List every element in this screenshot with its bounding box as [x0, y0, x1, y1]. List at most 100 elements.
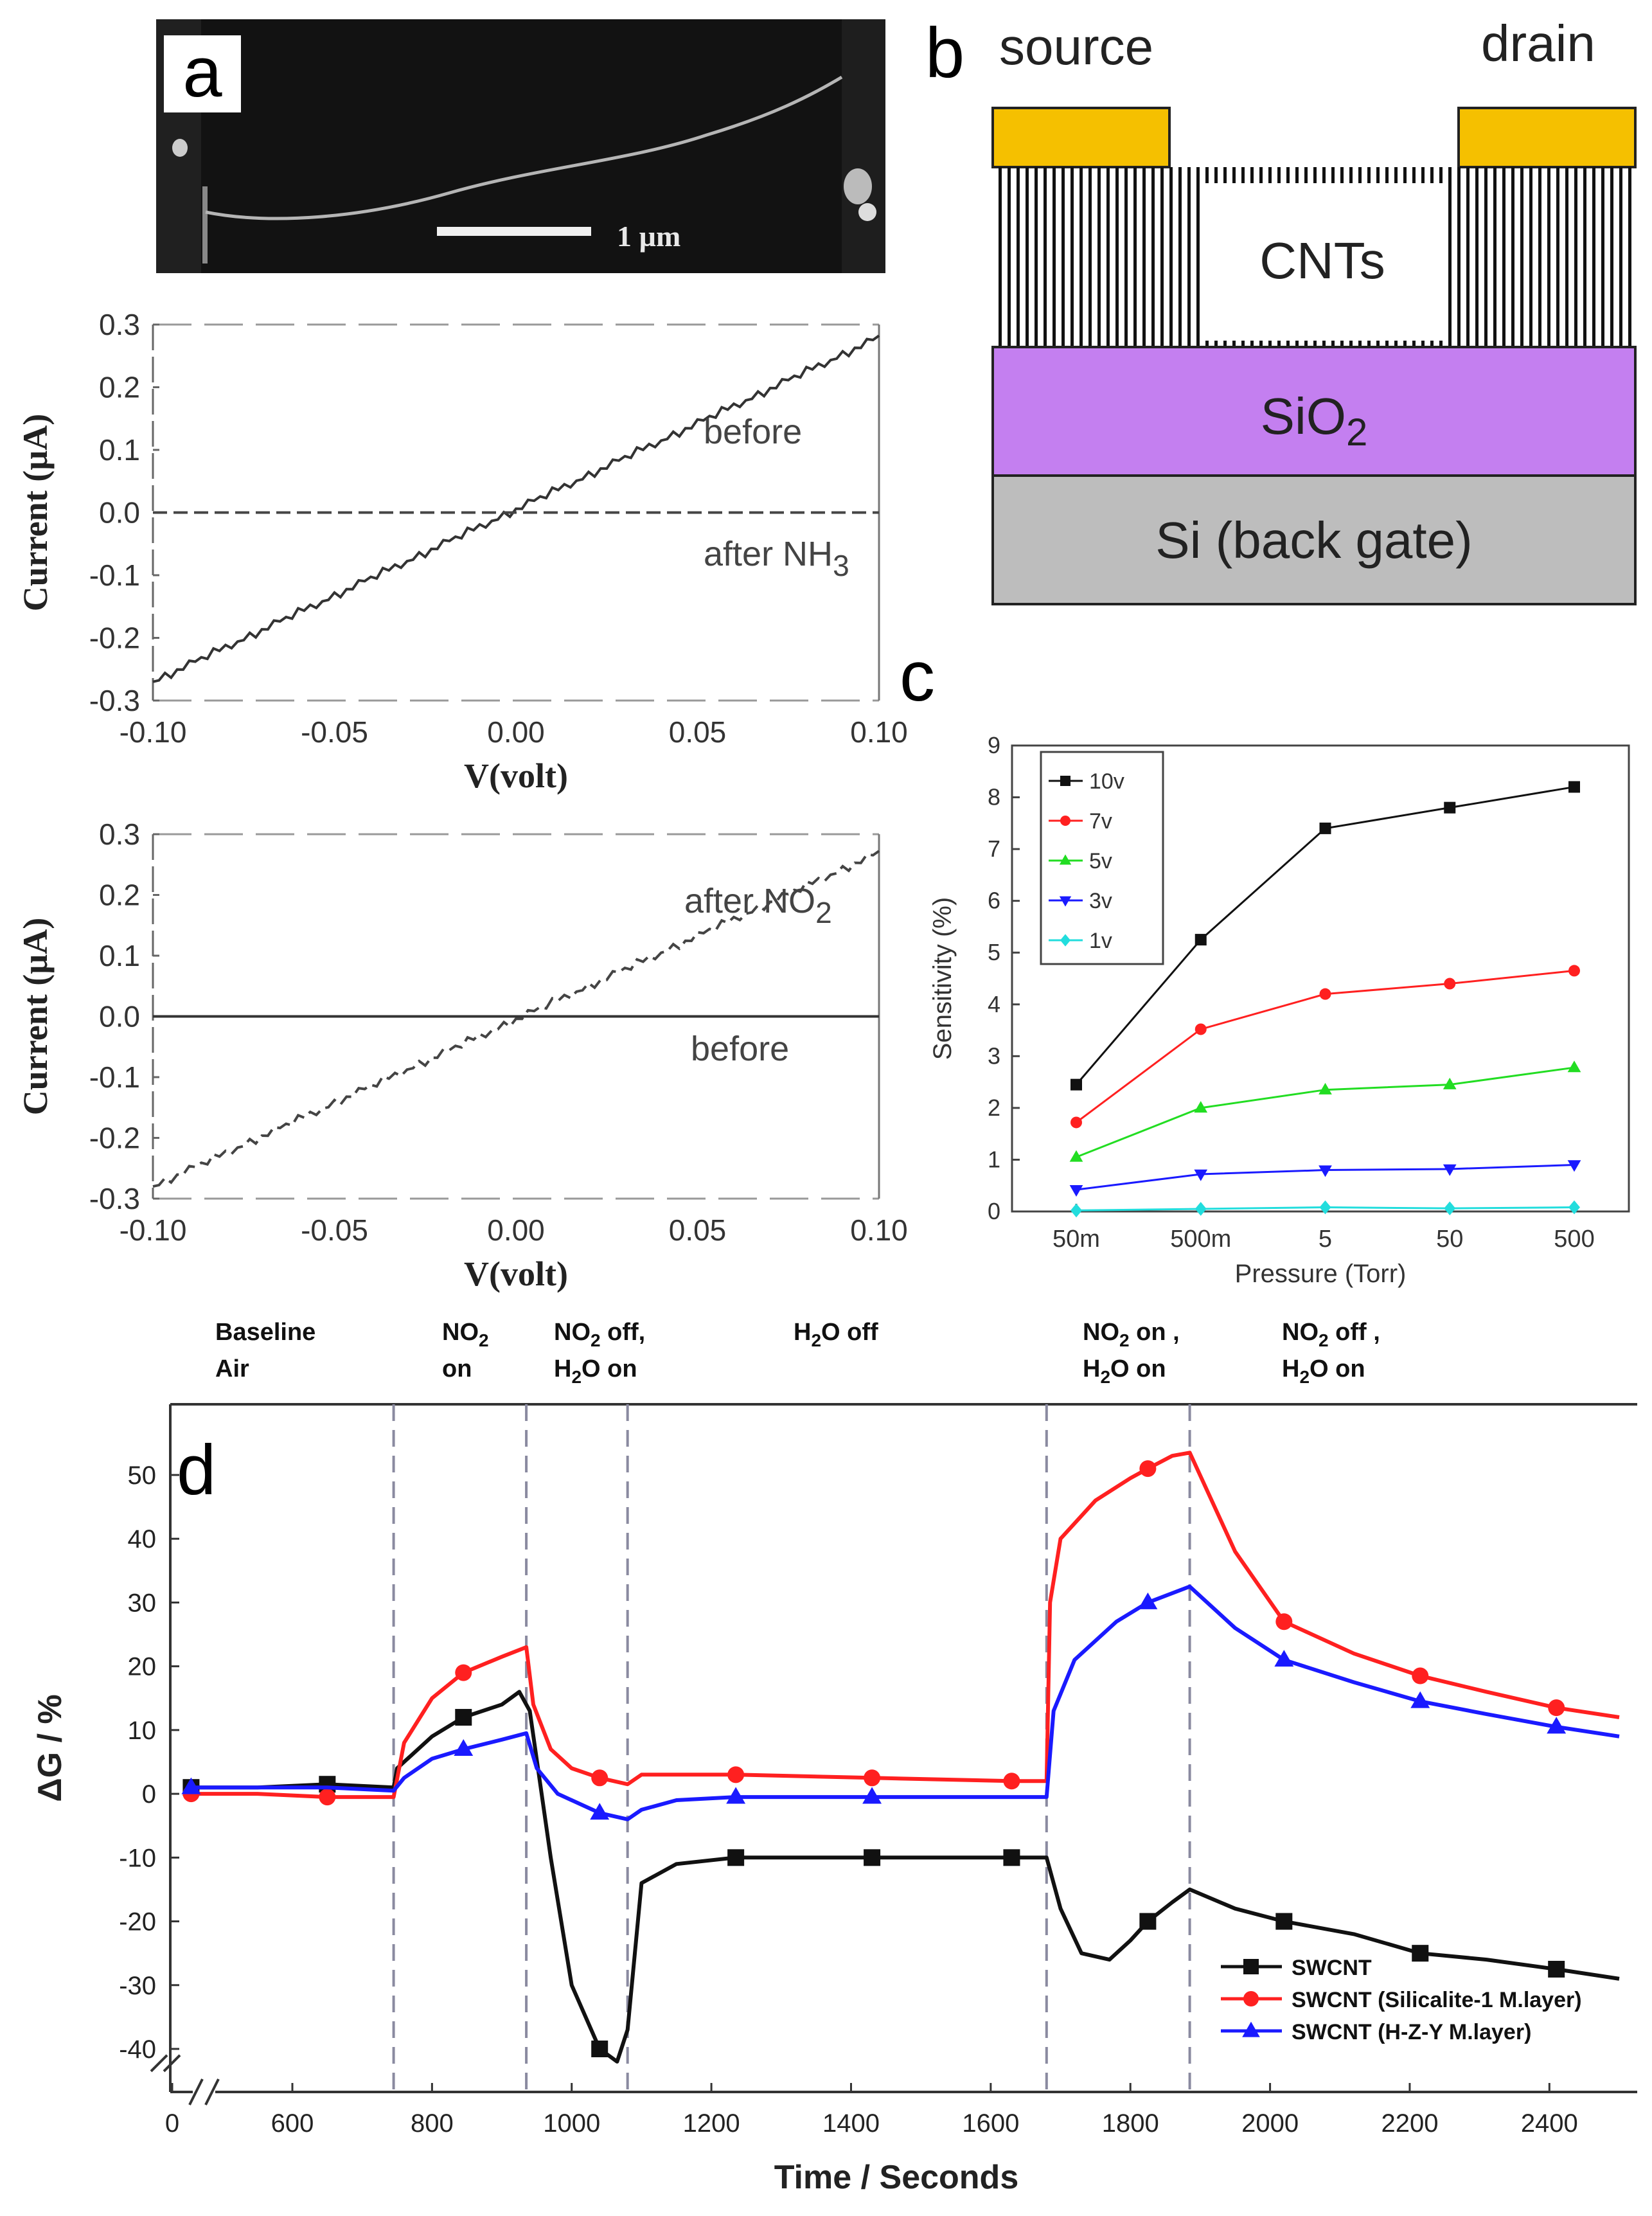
y-tick-label: 0.0 [99, 496, 140, 530]
x-axis-label: V(volt) [464, 1255, 568, 1293]
y-break-mark [150, 2054, 168, 2073]
drain-electrode [1457, 107, 1637, 168]
y-break-mark [163, 2054, 181, 2073]
point-7v [1319, 988, 1331, 1000]
point-10v [1070, 1078, 1082, 1091]
data-point [591, 2041, 608, 2057]
data-point [1548, 1699, 1565, 1717]
y-tick-label: 0.3 [99, 818, 140, 851]
legend-marker [1060, 776, 1070, 786]
y-tick-label: -0.2 [89, 621, 140, 655]
phase-label-line2: H2O on [1282, 1355, 1365, 1387]
x-tick-label: 0.10 [850, 715, 908, 749]
x-tick-label: 50 [1436, 1226, 1463, 1253]
legend-label: SWCNT [1292, 1956, 1372, 1980]
x-tick-label: 5 [1319, 1226, 1332, 1253]
data-point [455, 1709, 472, 1726]
y-tick-label: 4 [988, 991, 1000, 1017]
panel-b-label: b [925, 13, 964, 93]
point-3v [1069, 1184, 1083, 1197]
x-axis-label: Pressure (Torr) [1235, 1260, 1407, 1288]
point-3v [1567, 1160, 1581, 1172]
y-tick-label: -40 [119, 2035, 156, 2064]
x-tick-label: 0.00 [487, 1213, 545, 1247]
a-bottom-label-before: before [691, 1030, 789, 1068]
cnt-label-area [1202, 183, 1446, 341]
x-tick-label: 0 [165, 2109, 179, 2138]
point-1v [1319, 1200, 1331, 1215]
x-tick-label: -0.10 [120, 1213, 187, 1247]
data-point [590, 1803, 610, 1820]
y-axis-label: Current (µA) [16, 414, 55, 612]
point-5v [1319, 1082, 1332, 1095]
point-10v [1195, 934, 1207, 946]
data-point [1410, 1691, 1430, 1708]
afm-particle [844, 168, 872, 204]
si-layer [991, 474, 1637, 605]
x-tick-label: 500m [1170, 1226, 1231, 1253]
panel-a-bottom-iv-plot: -0.3 -0.2 -0.1 0.0 0.1 0.2 0.3 -0.10 -0.05 0.00 0.… [16, 818, 908, 1293]
legend-box [1040, 751, 1164, 965]
x-tick-label: 1000 [543, 2109, 600, 2138]
legend-marker [1060, 934, 1070, 947]
cnts-label: CNTs [1259, 232, 1385, 289]
drain-label: drain [1481, 15, 1595, 72]
a-bottom-label-after: after NO2 [684, 882, 832, 929]
x-tick-label: 800 [411, 2109, 454, 2138]
y-tick-label: 8 [988, 784, 1000, 810]
legend-marker [1059, 896, 1072, 907]
source-label: source [999, 18, 1153, 75]
y-tick-label: 9 [988, 732, 1000, 758]
x-tick-label: -0.05 [301, 1213, 368, 1247]
y-axis-label: Current (µA) [16, 918, 55, 1116]
point-7v [1568, 965, 1580, 977]
a-top-label-after: after NH3 [704, 535, 849, 582]
data-point [1139, 1913, 1157, 1930]
phase-label-line2: Air [215, 1355, 249, 1382]
scale-bar [437, 227, 591, 236]
y-tick-label: 0.1 [99, 433, 140, 467]
panel-d-phase-labels: Baseline Air NO2 on NO2 off, H2O on H2O off NO2… [215, 1319, 1380, 1387]
point-5v [1194, 1101, 1208, 1113]
source-electrode [991, 107, 1171, 168]
panel-c-label: c [900, 637, 935, 716]
axis-break-mark [204, 2078, 220, 2105]
data-point [1547, 1717, 1567, 1734]
y-tick-label: 20 [128, 1653, 157, 1681]
data-point [1275, 1913, 1293, 1930]
series-before [152, 334, 880, 683]
y-tick-label: -0.2 [89, 1121, 140, 1155]
y-axis-label: Sensitivity (%) [928, 897, 957, 1060]
y-tick-label: 0.2 [99, 371, 140, 404]
data-point [864, 1849, 881, 1866]
si-label: Si (back gate) [1155, 512, 1473, 569]
plot-frame [1011, 744, 1630, 1213]
y-tick-label: 0.3 [99, 308, 140, 341]
series-after-no2 [152, 850, 880, 1188]
x-tick-label: -0.05 [301, 715, 368, 749]
point-3v [1194, 1169, 1208, 1181]
y-tick-label: 3 [988, 1042, 1000, 1069]
legend-marker [1243, 1959, 1259, 1974]
point-5v [1069, 1150, 1083, 1162]
series-line-swcnt-silicalite-1-m-layer- [191, 1451, 1620, 1800]
data-point [726, 1787, 746, 1804]
phase-label-line2: H2O on [554, 1355, 637, 1387]
point-1v [1195, 1202, 1207, 1216]
phase-label-line2: H2O on [1083, 1355, 1166, 1387]
point-1v [1444, 1201, 1456, 1215]
x-tick-label: 0.00 [487, 715, 545, 749]
phase-label-line1: NO2 off , [1282, 1319, 1380, 1350]
x-tick-label: -0.10 [120, 715, 187, 749]
data-point [1412, 1945, 1429, 1962]
point-3v [1443, 1164, 1457, 1176]
legend-label: SWCNT (Silicalite-1 M.layer) [1292, 1988, 1582, 2012]
nanotube-trace [205, 75, 843, 220]
phase-label-line1: NO2 [442, 1319, 489, 1350]
x-tick-label: 2400 [1521, 2109, 1578, 2138]
y-tick-label: 50 [128, 1461, 157, 1490]
y-tick-label: 7 [988, 835, 1000, 862]
x-tick-label: 1400 [822, 2109, 880, 2138]
x-tick-label: 50m [1052, 1226, 1100, 1253]
